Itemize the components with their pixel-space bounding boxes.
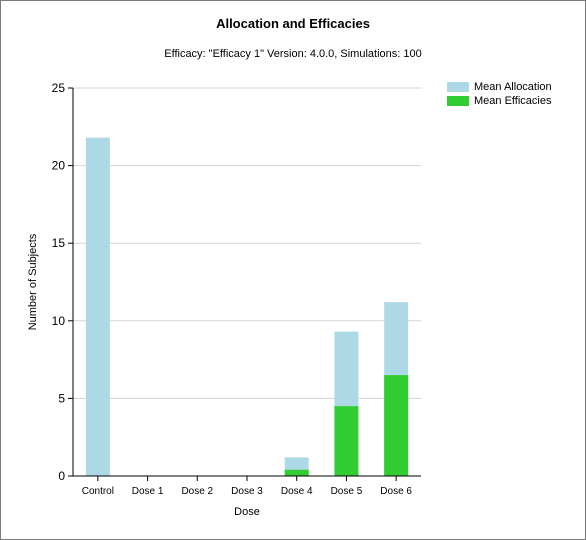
x-tick-label: Control: [82, 486, 114, 497]
x-tick-label: Dose 6: [380, 486, 412, 497]
gridlines: [73, 87, 421, 399]
bar-mean-allocation: [85, 137, 110, 476]
legend-label-efficacies: Mean Efficacies: [474, 95, 552, 107]
y-tick-label: 15: [52, 236, 66, 250]
legend: Mean Allocation Mean Efficacies: [447, 80, 552, 108]
legend-label-allocation: Mean Allocation: [474, 81, 552, 93]
legend-item-efficacies: Mean Efficacies: [447, 94, 552, 108]
y-axis-label: Number of Subjects: [27, 233, 39, 330]
y-tick-label: 5: [58, 391, 65, 405]
y-tick-label: 20: [52, 159, 66, 173]
legend-item-allocation: Mean Allocation: [447, 80, 552, 94]
chart-subtitle: Efficacy: "Efficacy 1" Version: 4.0.0, S…: [164, 48, 422, 60]
legend-swatch-efficacies: [447, 96, 469, 106]
x-tick-label: Dose 1: [132, 486, 164, 497]
legend-swatch-allocation: [447, 82, 469, 92]
axes: [68, 87, 421, 481]
bar-mean-efficacies: [284, 469, 309, 476]
y-tick-label: 0: [58, 469, 65, 483]
x-tick-label: Dose 4: [281, 486, 313, 497]
bars: [85, 137, 409, 476]
y-tick-label: 10: [52, 314, 66, 328]
tick-labels: 0 5 10 15 20 25 Control Dose 1 Dose 2 Dose 3 Dose …: [52, 81, 413, 497]
bar-mean-efficacies: [384, 375, 409, 476]
bar-mean-efficacies: [334, 406, 359, 476]
x-tick-label: Dose 2: [181, 486, 213, 497]
x-tick-label: Dose 3: [231, 486, 263, 497]
x-tick-label: Dose 5: [331, 486, 363, 497]
x-axis-label: Dose: [234, 506, 260, 518]
chart-title: Allocation and Efficacies: [216, 16, 370, 31]
y-tick-label: 25: [52, 81, 66, 95]
